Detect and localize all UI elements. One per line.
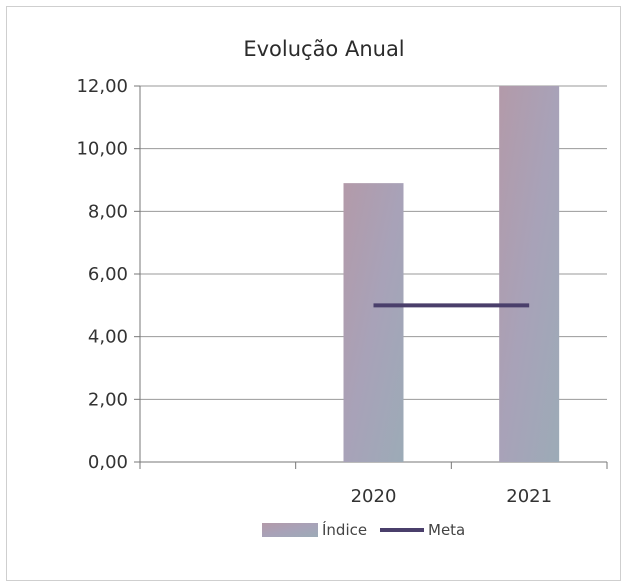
legend-swatch-indice — [262, 523, 318, 537]
x-tick-label: 2021 — [506, 486, 552, 507]
y-tick-label: 4,00 — [88, 327, 128, 348]
y-tick-label: 10,00 — [76, 139, 128, 160]
tick-labels: 0,00 2,00 4,00 6,00 8,00 10,00 12,00 2020 2021 — [76, 76, 552, 507]
legend-label-indice: Índice — [322, 520, 367, 539]
chart-title: Evolução Anual — [243, 37, 404, 61]
legend-label-meta: Meta — [428, 521, 465, 539]
bar-2020 — [343, 183, 404, 462]
x-tick-label: 2020 — [351, 486, 397, 507]
legend: Índice Meta — [262, 520, 465, 539]
bars — [343, 86, 560, 462]
y-tick-label: 2,00 — [88, 389, 128, 410]
y-tick-label: 12,00 — [76, 76, 128, 97]
y-tick-label: 8,00 — [88, 201, 128, 222]
bar-2021 — [499, 86, 560, 462]
y-tick-label: 0,00 — [88, 452, 128, 473]
y-tick-label: 6,00 — [88, 264, 128, 285]
